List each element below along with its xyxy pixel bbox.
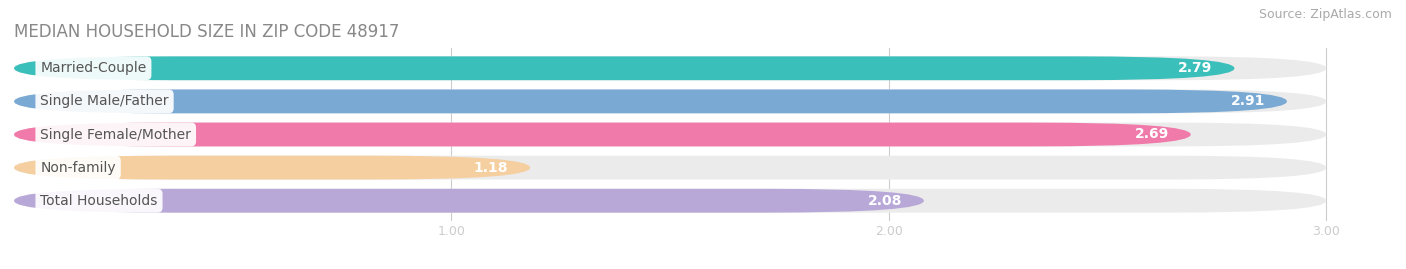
- Text: 2.08: 2.08: [868, 194, 903, 208]
- Text: Single Male/Father: Single Male/Father: [41, 94, 169, 108]
- Text: 1.18: 1.18: [474, 161, 509, 175]
- FancyBboxPatch shape: [14, 156, 1326, 179]
- FancyBboxPatch shape: [14, 56, 1234, 80]
- Text: Married-Couple: Married-Couple: [41, 61, 146, 75]
- FancyBboxPatch shape: [14, 189, 1326, 213]
- FancyBboxPatch shape: [14, 156, 530, 179]
- FancyBboxPatch shape: [14, 189, 924, 213]
- Text: 2.79: 2.79: [1178, 61, 1212, 75]
- FancyBboxPatch shape: [14, 90, 1286, 113]
- Text: Total Households: Total Households: [41, 194, 157, 208]
- Text: MEDIAN HOUSEHOLD SIZE IN ZIP CODE 48917: MEDIAN HOUSEHOLD SIZE IN ZIP CODE 48917: [14, 23, 399, 41]
- FancyBboxPatch shape: [14, 90, 1326, 113]
- FancyBboxPatch shape: [14, 123, 1326, 146]
- Text: Single Female/Mother: Single Female/Mother: [41, 128, 191, 141]
- Text: Source: ZipAtlas.com: Source: ZipAtlas.com: [1258, 8, 1392, 21]
- Text: Non-family: Non-family: [41, 161, 115, 175]
- Text: 2.91: 2.91: [1230, 94, 1265, 108]
- FancyBboxPatch shape: [14, 56, 1326, 80]
- FancyBboxPatch shape: [14, 123, 1191, 146]
- Text: 2.69: 2.69: [1135, 128, 1168, 141]
